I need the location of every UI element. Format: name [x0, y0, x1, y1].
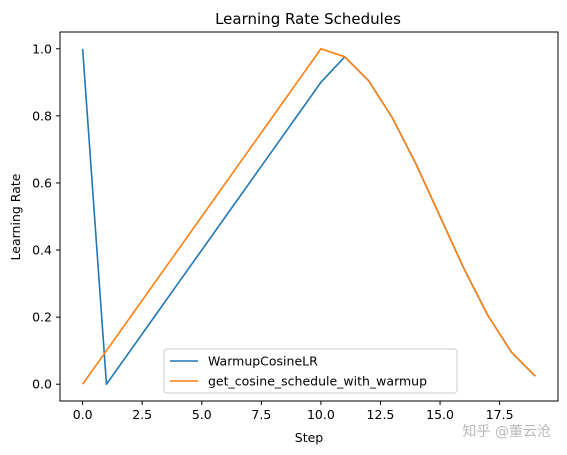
x-tick-label: 17.5	[486, 407, 514, 422]
legend-box	[163, 348, 458, 394]
y-axis: 0.0 0.2 0.4 0.6 0.8 1.0	[32, 41, 60, 392]
x-tick-label: 15.0	[426, 407, 454, 422]
y-tick-label: 0.2	[32, 310, 52, 325]
x-axis-label: Step	[295, 430, 324, 445]
series-line-1	[81, 47, 536, 385]
x-tick-label: 7.5	[251, 407, 271, 422]
x-tick-label: 12.5	[367, 407, 395, 422]
x-tick-label: 10.0	[307, 407, 335, 422]
legend-label: WarmupCosineLR	[208, 354, 318, 369]
y-tick-label: 0.0	[32, 377, 52, 392]
chart-title: Learning Rate Schedules	[215, 10, 401, 28]
x-tick-label: 0.0	[73, 407, 93, 422]
y-tick-label: 1.0	[32, 41, 52, 56]
legend: WarmupCosineLR get_cosine_schedule_with_w…	[163, 348, 458, 394]
x-axis: 0.0 2.5 5.0 7.5 10.0 12.5 15.0 17.5	[73, 401, 514, 422]
y-tick-label: 0.8	[32, 108, 52, 123]
y-tick-label: 0.4	[32, 243, 52, 258]
x-tick-label: 5.0	[192, 407, 212, 422]
series-layer	[81, 47, 536, 386]
y-axis-label: Learning Rate	[8, 173, 23, 260]
y-tick-label: 0.6	[32, 175, 52, 190]
watermark: 知乎 @董云沧	[463, 423, 551, 440]
legend-label: get_cosine_schedule_with_warmup	[208, 374, 427, 389]
x-tick-label: 2.5	[132, 407, 152, 422]
plot-area	[59, 31, 559, 402]
